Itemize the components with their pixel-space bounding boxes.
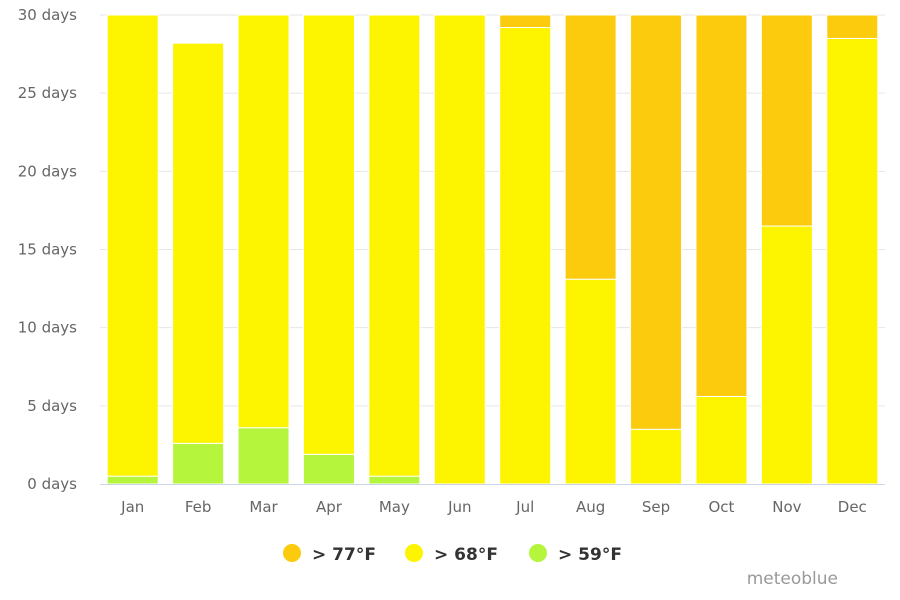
bar-segment[interactable] [237, 14, 290, 429]
x-tick-label: Jan [120, 498, 144, 516]
bar-segment[interactable] [499, 14, 552, 29]
bar-segment[interactable] [302, 453, 355, 485]
y-tick-label: 25 days [18, 84, 77, 102]
bar-segment[interactable] [826, 37, 879, 485]
legend: > 77°F > 68°F > 59°F [283, 544, 622, 565]
bar-segment[interactable] [433, 14, 486, 485]
x-tick-label: Sep [642, 498, 670, 516]
bar-segment[interactable] [630, 14, 683, 430]
legend-marker [529, 544, 547, 562]
bar-segment[interactable] [106, 14, 159, 477]
x-tick-label: Nov [772, 498, 801, 516]
credit-label[interactable]: meteoblue [747, 569, 838, 589]
y-tick-label: 10 days [18, 319, 77, 337]
x-tick-label: Dec [838, 498, 867, 516]
legend-item[interactable]: > 68°F [405, 544, 498, 565]
y-tick-label: 30 days [18, 6, 77, 24]
bar-segment[interactable] [760, 14, 813, 227]
y-tick-label: 5 days [27, 397, 77, 415]
bar-segment[interactable] [630, 428, 683, 485]
y-axis-ticks: 0 days 5 days 10 days 15 days 20 days 25 days… [18, 6, 77, 493]
x-tick-label: Mar [249, 498, 278, 516]
bar-segment[interactable] [172, 42, 225, 444]
grid-lines [100, 14, 885, 407]
bar-segment[interactable] [695, 14, 748, 397]
y-tick-label: 20 days [18, 162, 77, 180]
x-tick-label: May [379, 498, 410, 516]
legend-marker [283, 544, 301, 562]
bar-segment[interactable] [368, 475, 421, 485]
bar-segment[interactable] [564, 14, 617, 280]
bar-segment[interactable] [302, 14, 355, 455]
y-tick-label: 15 days [18, 241, 77, 259]
bar-segment[interactable] [106, 475, 159, 485]
x-axis-ticks: Jan Feb Mar Apr May Jun Jul Aug Sep Oct Nov Dec [120, 498, 867, 516]
x-tick-label: Jun [447, 498, 471, 516]
bar-segment[interactable] [499, 27, 552, 485]
bar-segment[interactable] [760, 225, 813, 485]
bar-segment[interactable] [826, 14, 879, 39]
bar-segment[interactable] [695, 395, 748, 485]
x-tick-label: Feb [185, 498, 212, 516]
legend-label: > 59°F [558, 545, 622, 565]
legend-label: > 77°F [312, 545, 376, 565]
bar-segment[interactable] [564, 278, 617, 485]
y-tick-label: 0 days [27, 475, 77, 493]
bar-segment[interactable] [368, 14, 421, 477]
bars [106, 14, 879, 485]
legend-label: > 68°F [434, 545, 498, 565]
x-tick-label: Jul [515, 498, 534, 516]
x-tick-label: Oct [708, 498, 734, 516]
x-tick-label: Aug [576, 498, 605, 516]
bar-segment[interactable] [237, 427, 290, 485]
x-tick-label: Apr [316, 498, 343, 516]
legend-marker [405, 544, 423, 562]
legend-item[interactable]: > 77°F [283, 544, 376, 565]
bar-segment[interactable] [172, 442, 225, 485]
legend-item[interactable]: > 59°F [529, 544, 622, 565]
